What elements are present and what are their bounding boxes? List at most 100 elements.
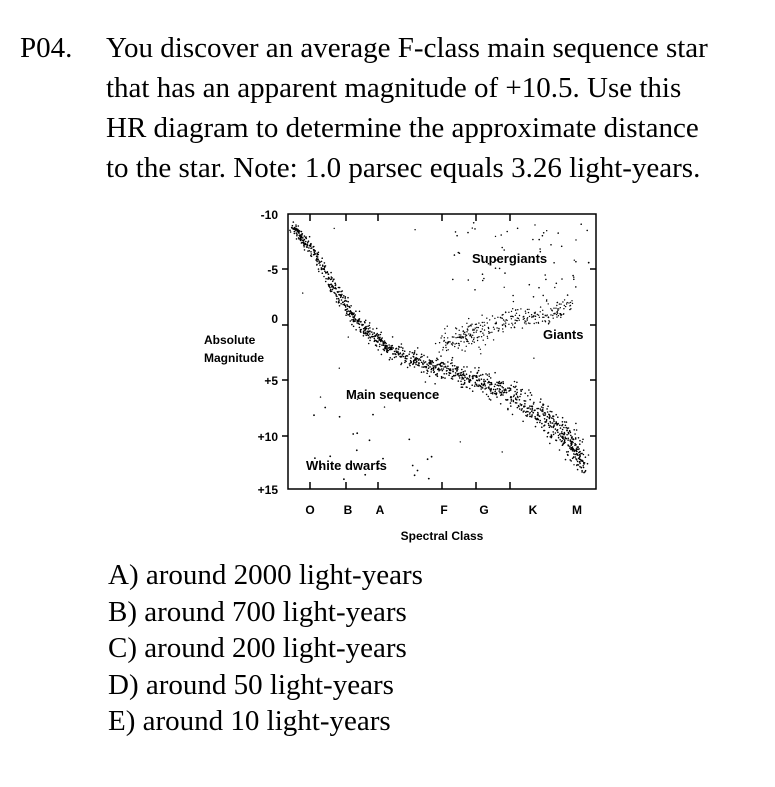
star-point [474,289,476,291]
star-point [541,320,544,322]
star-point [474,323,477,326]
star-point [344,306,347,308]
star-point [455,328,458,330]
star-point [392,347,395,349]
star-point [305,246,308,248]
star-point [351,312,353,315]
star-point [515,385,517,388]
star-point [499,403,502,405]
star-point [448,341,450,343]
star-point [533,315,535,317]
star-point [478,346,480,348]
star-point [455,337,457,339]
star-point [430,371,433,373]
answer-choice-c[interactable]: C) around 200 light-years [108,632,407,664]
y-tick-label: +5 [264,374,278,388]
x-tick-label: M [572,503,582,517]
star-point [502,331,504,333]
answer-choice-b[interactable]: B) around 700 light-years [108,595,407,628]
star-point [528,389,530,391]
star-point [482,332,484,334]
star-point [473,385,476,387]
answer-choice-e[interactable]: E) around 10 light-years [108,705,391,737]
star-point [456,370,459,372]
star-point [418,362,420,365]
x-tick-label: O [305,503,314,517]
star-point [422,366,425,368]
star-point [442,361,444,364]
star-point [549,442,551,445]
star-point [392,353,394,355]
star-point [438,351,440,353]
star-point [328,277,331,280]
star-point [481,279,484,282]
star-point [492,388,495,391]
star-point [524,392,526,395]
star-point [562,313,565,315]
star-point [502,328,504,330]
answer-choice-a[interactable]: A) around 2000 light-years [108,559,423,591]
star-point [454,367,457,370]
star-point [414,357,417,360]
star-point [358,323,361,326]
star-point [408,363,411,365]
star-point [485,387,488,389]
star-point [536,421,538,424]
star-point [504,324,507,327]
star-point [346,304,348,306]
star-point [510,405,512,407]
star-point [457,366,459,368]
star-point [493,328,495,330]
star-point [522,420,524,423]
star-point [553,424,555,426]
star-point [329,455,332,458]
star-point [466,378,468,380]
star-point [563,438,565,440]
star-point [467,326,469,328]
star-point [488,373,491,375]
star-point [493,385,496,388]
star-point [472,377,474,380]
star-point [544,274,546,276]
star-point [552,417,554,420]
star-point [427,370,429,373]
star-point [455,333,457,335]
star-point [405,360,407,363]
star-point [443,363,446,365]
star-point [303,246,305,248]
star-point [316,260,318,263]
star-point [413,361,415,364]
star-point [409,362,412,364]
star-point [365,331,367,333]
star-point [487,382,489,384]
star-point [476,329,478,331]
star-point [372,413,374,416]
star-point [515,319,518,322]
star-point [424,381,427,383]
star-point [541,426,543,429]
star-point [417,364,419,366]
star-point [547,303,549,305]
star-point [330,276,333,278]
star-point [574,456,577,458]
star-point [375,339,377,342]
star-point [312,253,315,256]
star-point [520,403,523,406]
star-point [561,278,563,280]
star-point [348,313,351,316]
answer-choice-d[interactable]: D) around 50 light-years [108,668,394,701]
star-point [537,314,540,316]
star-point [521,408,523,410]
star-point [582,466,585,469]
star-point [484,388,486,390]
star-point [547,316,549,318]
star-point [524,320,526,322]
star-point [516,391,518,394]
star-point [367,342,370,345]
star-point [562,437,564,440]
star-point [469,334,472,336]
star-point [579,462,581,465]
star-point [532,403,535,405]
star-point [503,249,506,251]
star-point [504,272,506,274]
